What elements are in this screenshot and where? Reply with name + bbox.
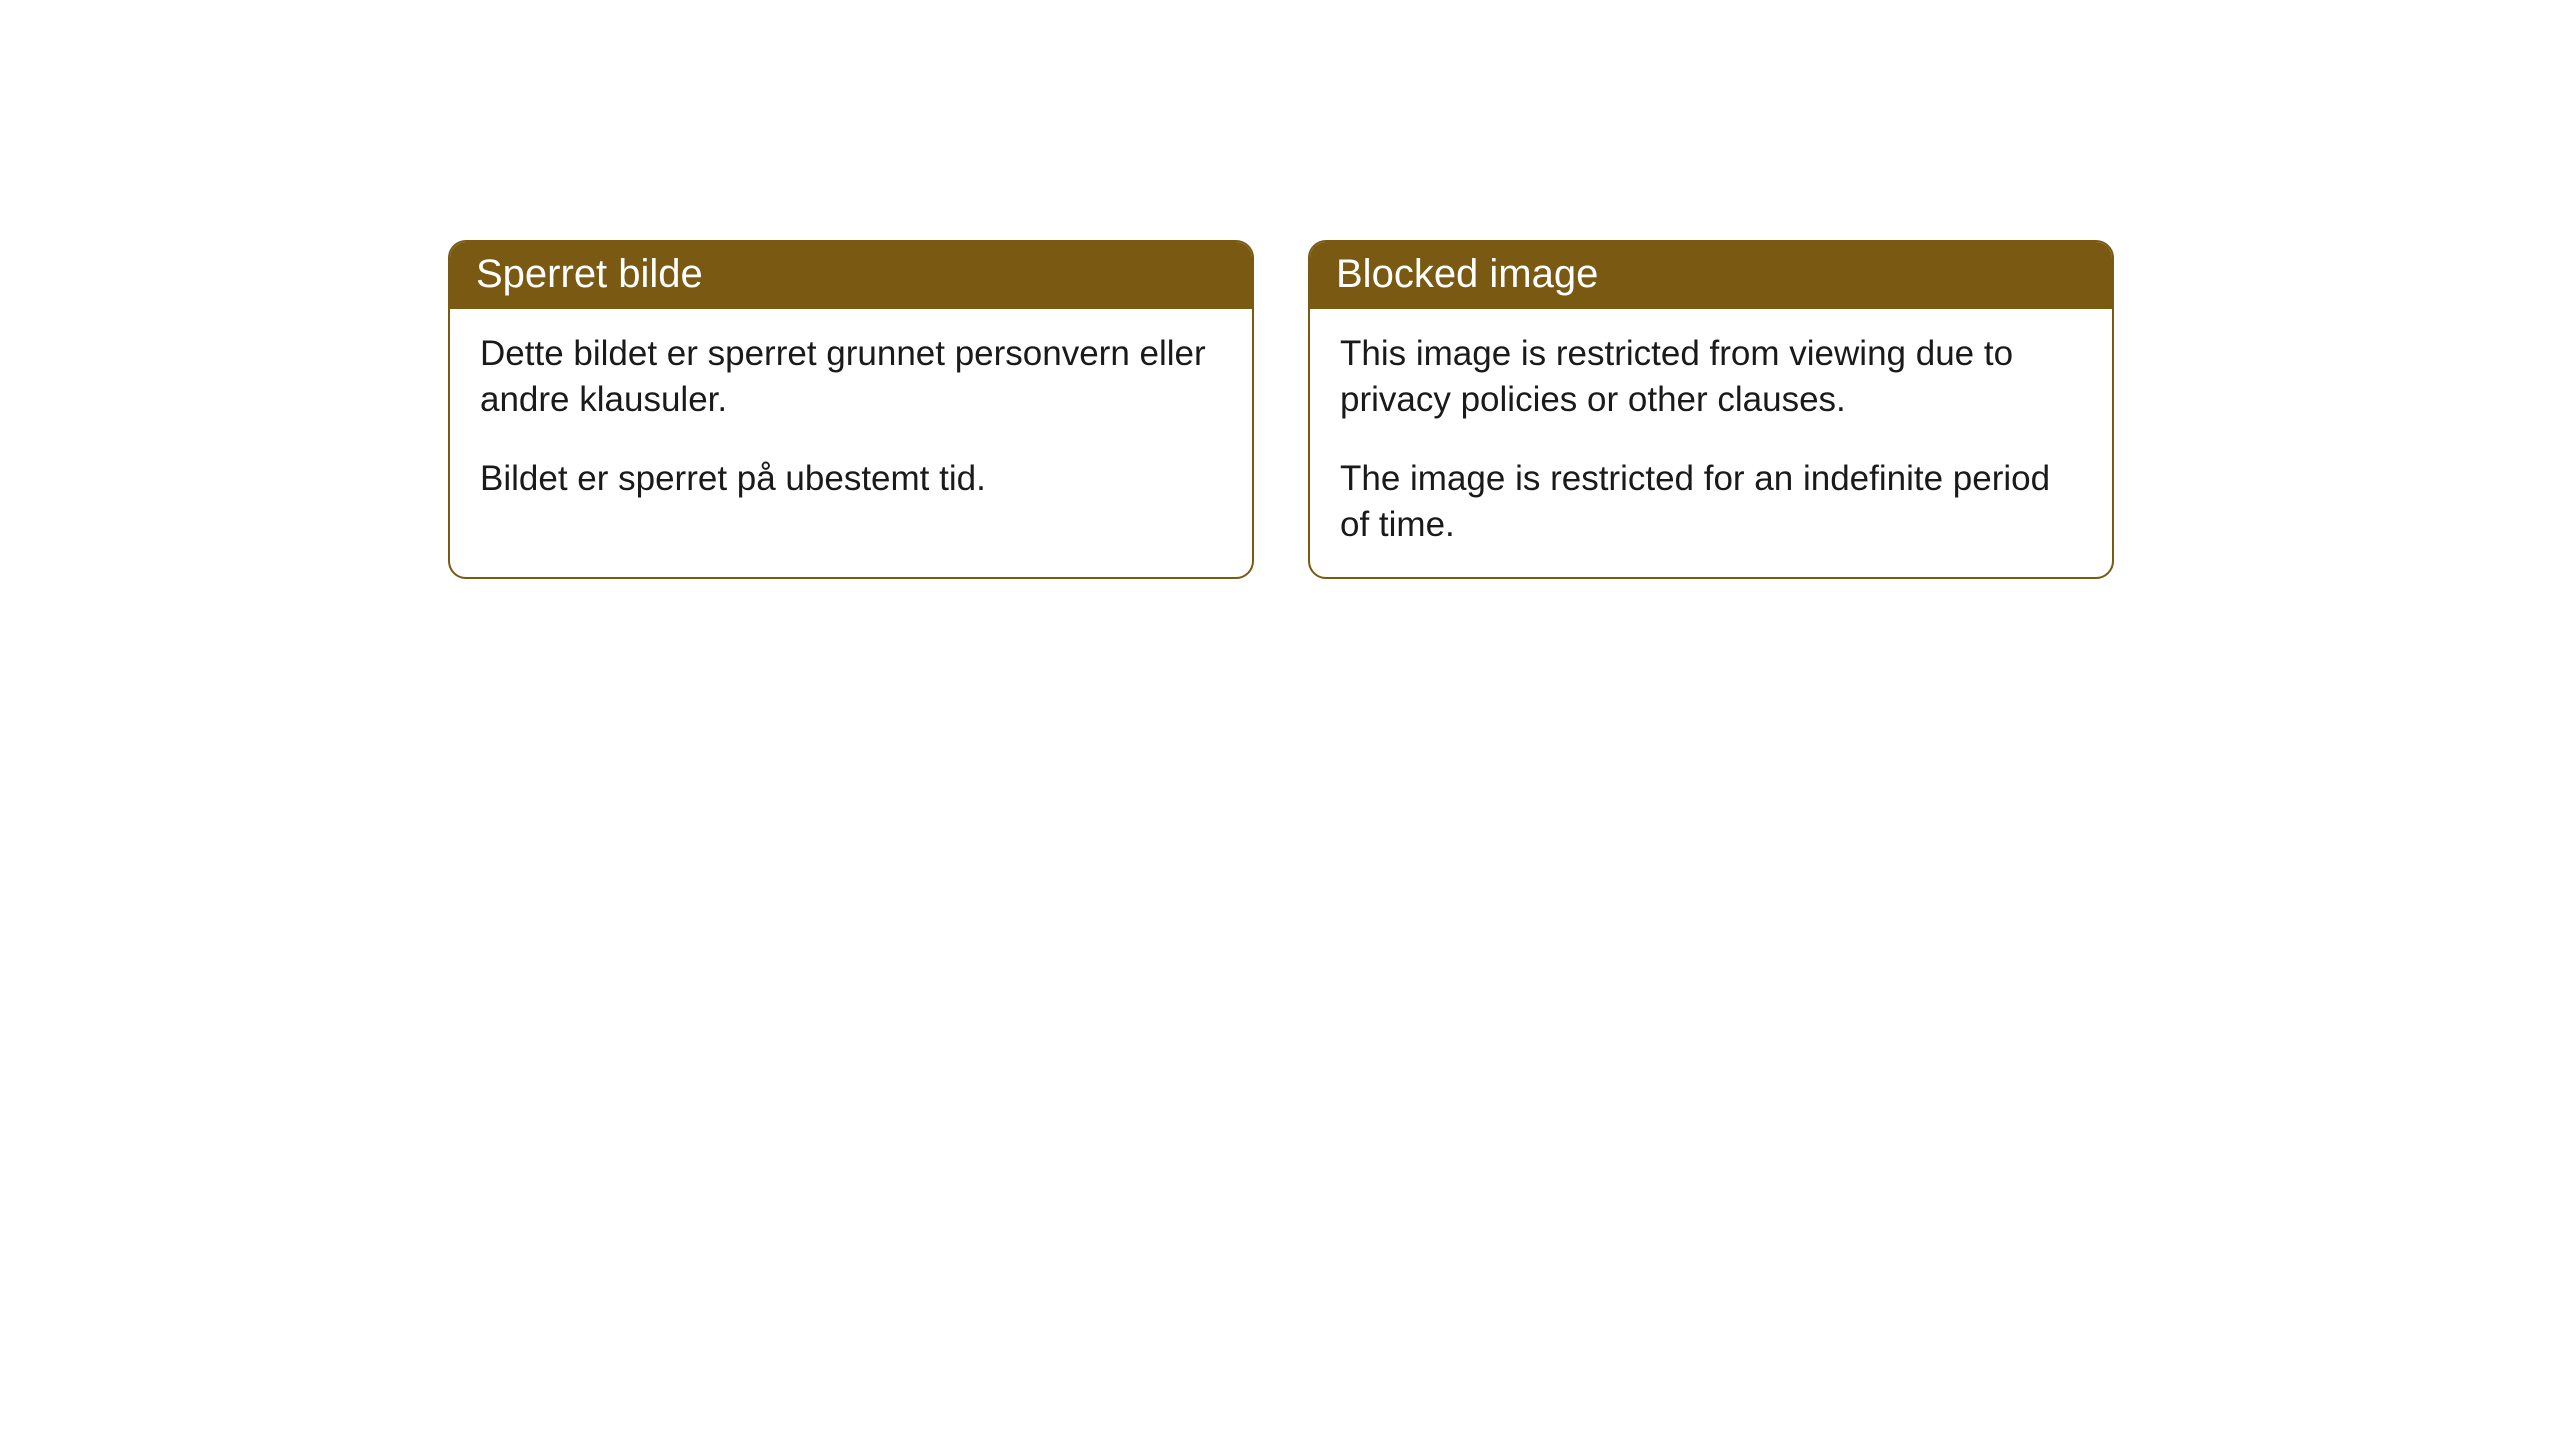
notice-text-line-1: This image is restricted from viewing du… [1340,331,2082,422]
notice-text-line-1: Dette bildet er sperret grunnet personve… [480,331,1222,422]
blocked-image-card-norwegian: Sperret bilde Dette bildet er sperret gr… [448,240,1254,579]
notice-text-line-2: The image is restricted for an indefinit… [1340,456,2082,547]
card-body-english: This image is restricted from viewing du… [1310,309,2112,577]
notice-text-line-2: Bildet er sperret på ubestemt tid. [480,456,1222,502]
card-header-norwegian: Sperret bilde [450,242,1252,309]
card-body-norwegian: Dette bildet er sperret grunnet personve… [450,309,1252,532]
card-title: Sperret bilde [476,252,703,296]
blocked-image-card-english: Blocked image This image is restricted f… [1308,240,2114,579]
card-header-english: Blocked image [1310,242,2112,309]
notice-container: Sperret bilde Dette bildet er sperret gr… [0,0,2560,579]
card-title: Blocked image [1336,252,1598,296]
